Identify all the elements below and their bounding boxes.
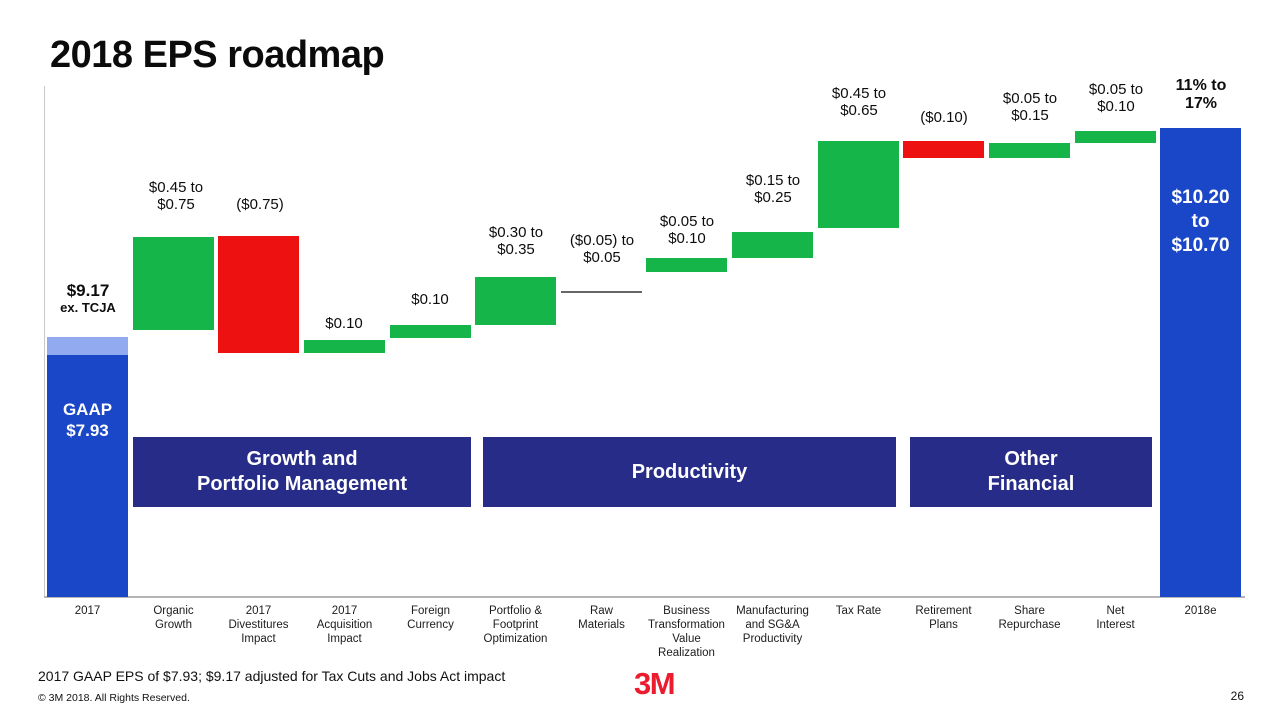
copyright: © 3M 2018. All Rights Reserved.: [38, 692, 190, 704]
bar-business-transformation-value-realization: [646, 258, 727, 272]
value-label-share-repurchase: $0.05 to $0.15: [1002, 90, 1058, 124]
value-label-net-interest: $0.05 to $0.10: [1088, 81, 1144, 115]
bar-share-repurchase: [989, 143, 1070, 158]
axis-label-tax-rate: Tax Rate: [835, 605, 882, 617]
bar-divestitures-impact: [218, 236, 299, 353]
value-label-acquisition-impact: $0.10: [325, 315, 363, 332]
bar-2018e: [1160, 128, 1241, 597]
value-label-business-transformation-value-realization: $0.05 to $0.10: [659, 213, 715, 247]
axis-label-manufacturing-sga-productivity: Manufacturing and SG&A Productivity: [736, 605, 809, 646]
inside-label-2018e: $10.20 to $10.70: [1171, 187, 1230, 256]
page-number: 26: [1230, 689, 1244, 703]
axis-label-retirement-plans: Retirement Plans: [915, 605, 972, 632]
axis-label-portfolio-footprint-optimization: Portfolio & Footprint Optimization: [483, 605, 548, 646]
footnote: 2017 GAAP EPS of $7.93; $9.17 adjusted f…: [38, 668, 506, 684]
axis-label-raw-materials: Raw Materials: [578, 605, 625, 632]
x-axis-line: [44, 596, 1245, 598]
bar-manufacturing-sga-productivity: [732, 232, 813, 258]
label-ex-tcja: $9.17 ex. TCJA: [60, 281, 116, 315]
bar-retirement-plans: [903, 141, 984, 158]
axis-label-share-repurchase: Share Repurchase: [998, 605, 1061, 632]
category-band-other-financial: Other Financial: [910, 437, 1152, 507]
value-label-raw-materials: ($0.05) to $0.05: [569, 232, 635, 266]
slide-title: 2018 EPS roadmap: [50, 34, 385, 76]
bar-foreign-currency: [390, 325, 471, 338]
axis-label-business-transformation-value-realization: Business Transformation Value Realizatio…: [648, 605, 725, 660]
value-label-2018e: 11% to 17%: [1175, 77, 1227, 113]
value-label-manufacturing-sga-productivity: $0.15 to $0.25: [745, 172, 801, 206]
bar-portfolio-footprint-optimization: [475, 277, 556, 325]
axis-label-2018e: 2018e: [1184, 605, 1217, 617]
value-label-retirement-plans: ($0.10): [920, 109, 968, 126]
axis-label-divestitures-impact: 2017 Divestitures Impact: [228, 605, 289, 646]
axis-label-foreign-currency: Foreign Currency: [407, 605, 454, 632]
bar-2017: [47, 355, 128, 597]
inside-label-2017: GAAP $7.93: [62, 400, 113, 441]
value-label-foreign-currency: $0.10: [411, 291, 449, 308]
bar-net-interest: [1075, 131, 1156, 143]
axis-label-acquisition-impact: 2017 Acquisition Impact: [316, 605, 373, 646]
value-label-divestitures-impact: ($0.75): [236, 196, 284, 213]
axis-label-organic-growth: Organic Growth: [153, 605, 194, 632]
axis-label-2017: 2017: [74, 605, 101, 617]
ex-tcja-caption: ex. TCJA: [60, 299, 116, 315]
ex-tcja-value: $9.17: [66, 281, 110, 300]
bar-organic-growth: [133, 237, 214, 330]
3m-logo: 3M: [633, 666, 676, 701]
bar-tax-rate: [818, 141, 899, 228]
axis-label-net-interest: Net Interest: [1096, 605, 1135, 632]
category-band-growth-portfolio: Growth and Portfolio Management: [133, 437, 471, 507]
value-label-organic-growth: $0.45 to $0.75: [148, 179, 204, 213]
category-band-productivity: Productivity: [483, 437, 896, 507]
y-axis-line: [44, 86, 45, 597]
value-label-tax-rate: $0.45 to $0.65: [831, 85, 887, 119]
bar-acquisition-impact: [304, 340, 385, 353]
bar-raw-materials: [561, 291, 642, 293]
bar-2017-tcja-adjustment: [47, 337, 128, 355]
value-label-portfolio-footprint-optimization: $0.30 to $0.35: [488, 224, 544, 258]
